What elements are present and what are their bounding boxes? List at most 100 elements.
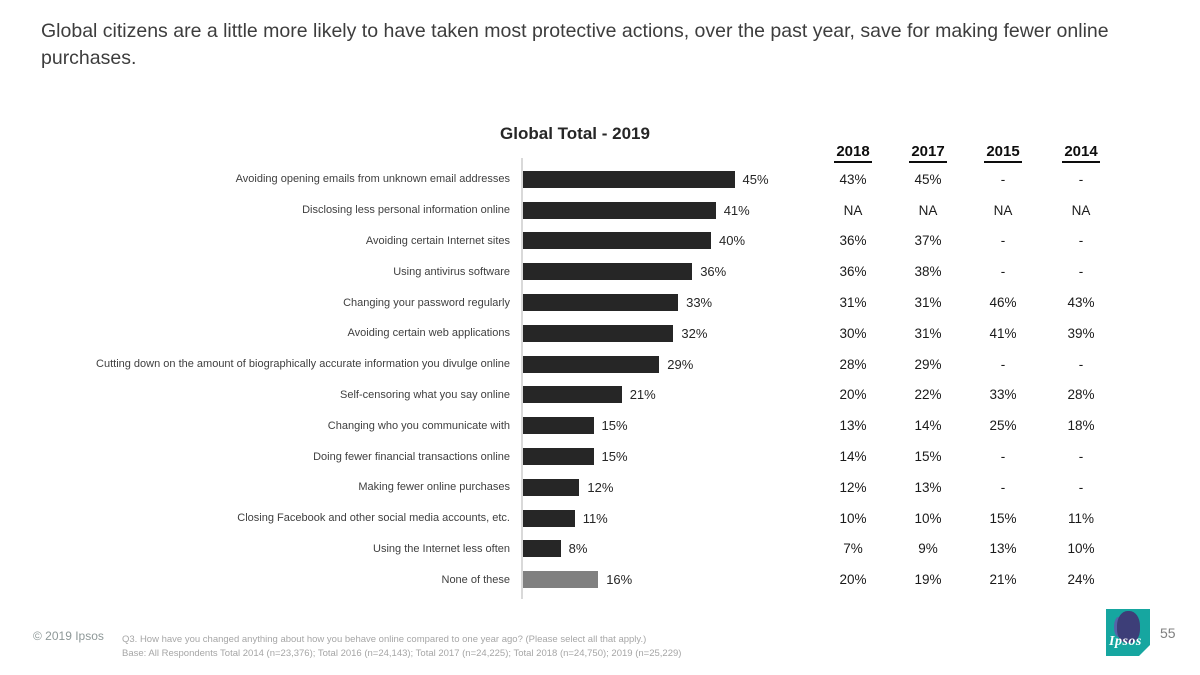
bar: [523, 170, 735, 188]
bar-cell: 15%: [517, 448, 815, 466]
column-header-2015: 2015: [965, 143, 1041, 163]
ipsos-logo: Ipsos: [1106, 609, 1150, 656]
logo-shape-dark: [1117, 611, 1140, 643]
table-value-2014: 43%: [1067, 295, 1095, 311]
column-header-2017: 2017: [891, 143, 965, 163]
bar-cell: 36%: [517, 263, 815, 281]
bar-chart: Avoiding opening emails from unknown ema…: [0, 164, 1121, 595]
table-value-2015: -: [1000, 264, 1006, 280]
bar-value-label: 33%: [686, 295, 713, 311]
table-value-2018: 28%: [839, 356, 867, 372]
copyright-text: © 2019 Ipsos: [33, 629, 104, 643]
bar-cell: 45%: [517, 170, 815, 188]
bar-cell: 16%: [517, 571, 815, 589]
category-label: Using antivirus software: [393, 265, 510, 278]
bar-cell: 21%: [517, 386, 815, 404]
slide-title: Global citizens are a little more likely…: [41, 20, 1109, 69]
table-value-2015: 41%: [989, 325, 1017, 341]
bar-value-label: 15%: [601, 418, 628, 434]
bar: [523, 448, 594, 466]
chart-row: Making fewer online purchases 12% 12% 13% - -: [0, 472, 1121, 503]
logo-corner-cut: [1139, 645, 1150, 656]
category-label: Avoiding opening emails from unknown ema…: [235, 173, 510, 186]
chart-row: None of these 16% 20% 19% 21% 24%: [0, 564, 1121, 595]
category-label: Closing Facebook and other social media …: [237, 512, 510, 525]
table-value-2015: 21%: [989, 572, 1017, 588]
bar: [523, 263, 693, 281]
table-value-2017: 37%: [914, 233, 942, 249]
table-value-2017: 13%: [914, 479, 942, 495]
table-value-2018: 31%: [839, 295, 867, 311]
table-value-2017: 14%: [914, 418, 942, 434]
table-value-2014: -: [1078, 356, 1084, 372]
table-value-2015: 15%: [989, 510, 1017, 526]
table-value-2017: NA: [918, 202, 938, 218]
bar-cell: 41%: [517, 201, 815, 219]
bar: [523, 294, 679, 312]
table-value-2015: -: [1000, 171, 1006, 187]
table-value-2015: -: [1000, 356, 1006, 372]
table-value-2014: -: [1078, 233, 1084, 249]
base-footnote: Base: All Respondents Total 2014 (n=23,3…: [122, 648, 682, 659]
chart-row: Avoiding certain Internet sites 40% 36% 37%…: [0, 226, 1121, 257]
table-value-2014: -: [1078, 171, 1084, 187]
table-value-2017: 10%: [914, 510, 942, 526]
chart-row: Disclosing less personal information onl…: [0, 195, 1121, 226]
column-header-2014: 2014: [1041, 143, 1121, 163]
chart-row: Changing who you communicate with 15% 13% 1…: [0, 410, 1121, 441]
table-value-2018: 20%: [839, 572, 867, 588]
bar-cell: 32%: [517, 324, 815, 342]
category-label: Avoiding certain Internet sites: [365, 234, 510, 247]
table-value-2017: 9%: [918, 541, 938, 557]
table-value-2018: 12%: [839, 479, 867, 495]
table-value-2015: 13%: [989, 541, 1017, 557]
table-value-2015: 25%: [989, 418, 1017, 434]
table-header-row: 2018 2017 2015 2014: [0, 141, 1121, 163]
category-label: None of these: [441, 573, 511, 586]
bar: [523, 417, 594, 435]
chart-axis-line: [521, 158, 523, 599]
bar: [523, 386, 622, 404]
table-value-2015: NA: [993, 202, 1013, 218]
chart-row: Using the Internet less often 8% 7% 9% 13% 10…: [0, 534, 1121, 565]
chart-row: Avoiding opening emails from unknown ema…: [0, 164, 1121, 195]
bar-cell: 12%: [517, 478, 815, 496]
table-value-2014: -: [1078, 264, 1084, 280]
bar-value-label: 45%: [742, 171, 769, 187]
bar-value-label: 29%: [667, 356, 694, 372]
bar-value-label: 21%: [629, 387, 656, 403]
table-value-2017: 15%: [914, 449, 942, 465]
category-label: Using the Internet less often: [373, 542, 510, 555]
bar: [523, 478, 580, 496]
bar-value-label: 15%: [601, 449, 628, 465]
bar-value-label: 36%: [700, 264, 727, 280]
bar-cell: 40%: [517, 232, 815, 250]
bar: [523, 540, 561, 558]
page-number: 55: [1160, 625, 1176, 641]
category-label: Avoiding certain web applications: [347, 327, 510, 340]
table-value-2014: -: [1078, 479, 1084, 495]
table-value-2018: 13%: [839, 418, 867, 434]
table-value-2018: 36%: [839, 264, 867, 280]
table-value-2018: 10%: [839, 510, 867, 526]
table-value-2018: NA: [843, 202, 863, 218]
bar-cell: 29%: [517, 355, 815, 373]
table-value-2018: 43%: [839, 171, 867, 187]
table-value-2014: 39%: [1067, 325, 1095, 341]
table-value-2017: 31%: [914, 295, 942, 311]
table-value-2018: 36%: [839, 233, 867, 249]
chart-title: Global Total - 2019: [500, 124, 650, 143]
bar-value-label: 32%: [681, 325, 708, 341]
table-value-2015: -: [1000, 479, 1006, 495]
column-header-2018: 2018: [815, 143, 891, 163]
bar-value-label: 11%: [582, 510, 608, 526]
bar: [523, 509, 575, 527]
table-value-2018: 30%: [839, 325, 867, 341]
bar-value-label: 40%: [719, 233, 746, 249]
bar: [523, 324, 674, 342]
table-value-2018: 7%: [843, 541, 863, 557]
table-value-2015: 46%: [989, 295, 1017, 311]
chart-row: Changing your password regularly 33% 31% 31…: [0, 287, 1121, 318]
bar-value-label: 16%: [606, 572, 633, 588]
bar-value-label: 41%: [723, 202, 750, 218]
